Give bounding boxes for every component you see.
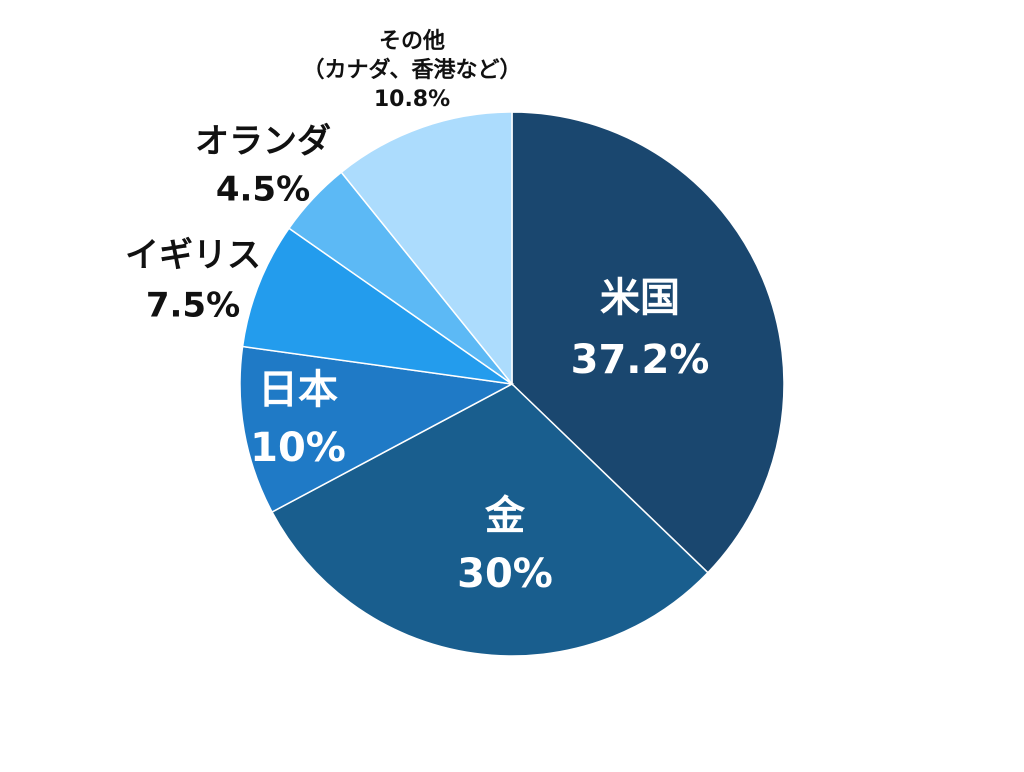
slice-label-1: 米国 xyxy=(600,275,680,321)
slice-value-label-6: 10.8% xyxy=(374,87,450,112)
slice-value-label-2: 30% xyxy=(457,551,553,597)
pie-slice-6 xyxy=(340,111,513,387)
pie-slice-2 xyxy=(271,383,709,657)
slice-value-label-4: 7.5% xyxy=(146,286,240,326)
pie-labels: 米国 37.2% 金 30% 日本 10% イギリス 7.5% オランダ 4.5% その他 （カナダ、… xyxy=(125,29,709,597)
slice-label-2: 金 xyxy=(484,493,526,539)
pie-slice-1 xyxy=(511,111,785,574)
slice-label-3: 日本 xyxy=(258,367,338,413)
slice-label-4: イギリス xyxy=(125,236,261,276)
slice-label-6: その他 xyxy=(379,29,445,54)
slice-value-label-5: 4.5% xyxy=(216,170,310,210)
slice-value-label-3: 10% xyxy=(250,425,346,471)
pie-slices xyxy=(239,111,785,657)
pie-slice-3 xyxy=(239,345,515,514)
pie-slice-4 xyxy=(241,227,513,385)
slice-label-5: オランダ xyxy=(195,122,331,162)
slice-value-label-1: 37.2% xyxy=(571,337,710,383)
slice-sublabel-6: （カナダ、香港など） xyxy=(303,57,522,83)
